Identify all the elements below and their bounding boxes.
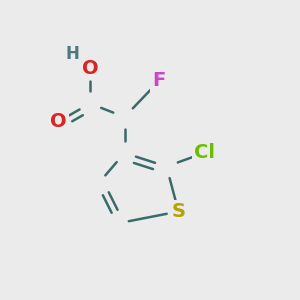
Text: H: H	[65, 45, 79, 63]
Text: O: O	[50, 112, 67, 131]
Text: S: S	[172, 202, 185, 221]
Text: F: F	[152, 71, 166, 91]
Text: O: O	[82, 59, 98, 79]
Text: Cl: Cl	[194, 143, 214, 163]
